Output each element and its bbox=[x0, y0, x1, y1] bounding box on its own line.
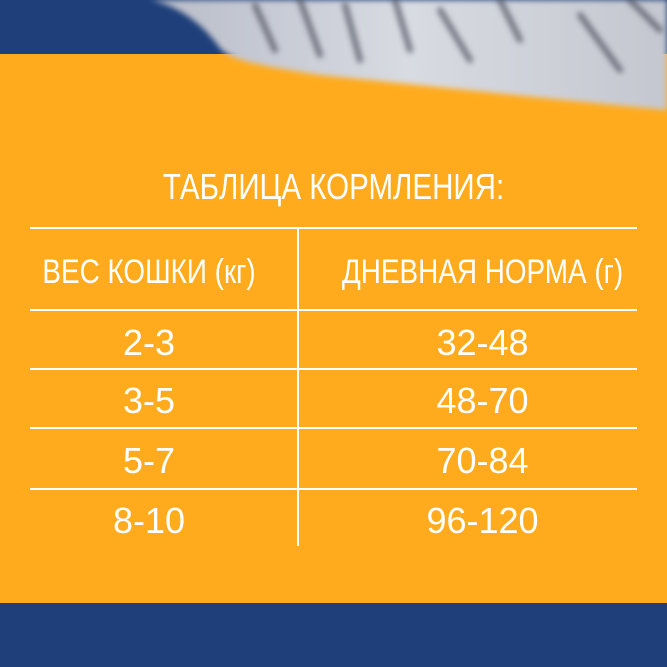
row-norm: 32-48 bbox=[436, 322, 529, 363]
header-daily-norm: ДНЕВНАЯ НОРМА (г) bbox=[341, 253, 624, 291]
row-norm: 48-70 bbox=[436, 380, 529, 421]
table-title: ТАБЛИЦА КОРМЛЕНИЯ: bbox=[162, 166, 505, 207]
row-weight: 2-3 bbox=[122, 322, 176, 363]
cat-fur-image bbox=[150, 0, 667, 110]
row-weight: 8-10 bbox=[112, 500, 186, 541]
row-norm: 96-120 bbox=[426, 500, 539, 541]
row-weight: 3-5 bbox=[122, 380, 176, 421]
table-column-divider bbox=[297, 228, 299, 546]
table-divider bbox=[30, 227, 637, 229]
bottom-blue-band bbox=[0, 603, 667, 667]
table-divider bbox=[30, 309, 637, 311]
row-weight: 5-7 bbox=[122, 440, 176, 481]
table-divider bbox=[30, 368, 637, 370]
row-norm: 70-84 bbox=[436, 440, 529, 481]
table-divider bbox=[30, 427, 637, 429]
table-divider bbox=[30, 488, 637, 490]
header-weight: ВЕС КОШКИ (кг) bbox=[42, 253, 256, 291]
